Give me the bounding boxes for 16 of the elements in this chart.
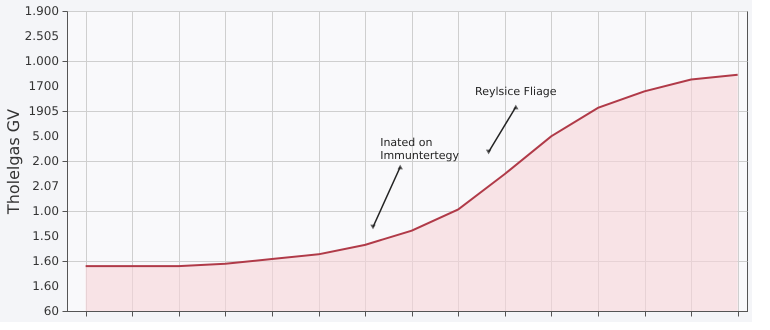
text: 5.00 (32, 129, 59, 143)
text: 1.000 (24, 54, 59, 68)
text: 1.50 (32, 229, 59, 243)
annotation: Reylsice Fliage (475, 85, 557, 98)
text: 2.00 (32, 154, 59, 168)
text: 60 (44, 304, 59, 318)
text: 1.900 (24, 4, 59, 18)
annotation: Inated on Immuntertegy (380, 136, 460, 162)
text: 1700 (28, 79, 59, 93)
text: 1.00 (32, 204, 59, 218)
text: 2.07 (32, 179, 59, 193)
text: 1905 (28, 104, 59, 118)
text: 1.60 (32, 279, 59, 293)
y-axis-title: Tholelgas GV (4, 108, 23, 216)
text: 2.505 (24, 29, 59, 43)
text: 1.60 (32, 254, 59, 268)
